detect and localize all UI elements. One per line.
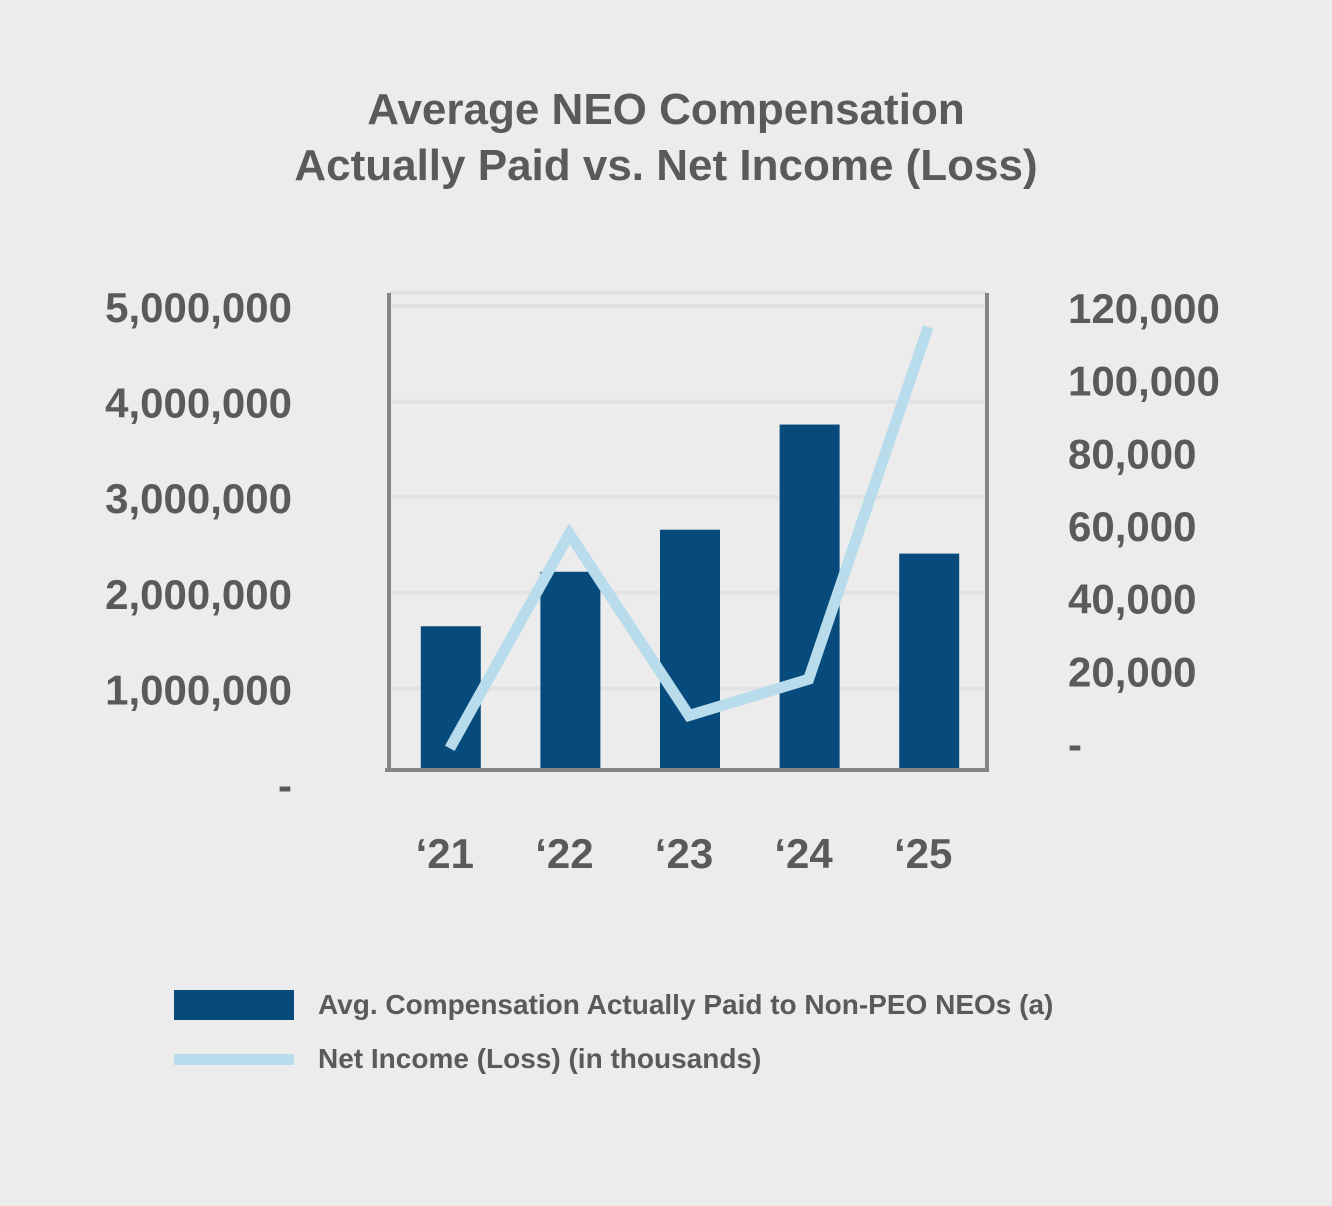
left-axis-ticks: - 1,000,000 2,000,000 3,000,000 4,000,000 5,0…: [105, 284, 292, 809]
left-tick-label: 1,000,000: [105, 666, 292, 713]
legend: Avg. Compensation Actually Paid to Non-P…: [174, 985, 1053, 1093]
left-tick-label: 4,000,000: [105, 380, 292, 427]
chart-title-line-1: Average NEO Compensation: [367, 85, 965, 134]
right-tick-label: 120,000: [1068, 285, 1220, 332]
bar-4: [899, 553, 960, 770]
legend-bar-swatch: [174, 990, 294, 1020]
bar-1: [540, 571, 601, 770]
right-tick-label: 100,000: [1068, 358, 1220, 405]
line-series: [444, 325, 934, 751]
right-tick-label: 20,000: [1068, 648, 1196, 695]
legend-label-bars: Avg. Compensation Actually Paid to Non-P…: [318, 989, 1054, 1020]
left-tick-label: 5,000,000: [105, 284, 292, 331]
left-tick-label: 2,000,000: [105, 571, 292, 618]
right-tick-label: 80,000: [1068, 430, 1196, 477]
x-tick-label: ‘25: [894, 830, 952, 877]
x-axis-ticks: ‘21 ‘22 ‘23 ‘24 ‘25: [416, 830, 953, 877]
right-tick-label: -: [1068, 721, 1082, 768]
legend-item-line: Net Income (Loss) (in thousands): [174, 1039, 1053, 1079]
axes: [385, 293, 989, 772]
right-tick-label: 40,000: [1068, 576, 1196, 623]
x-tick-label: ‘21: [416, 830, 474, 877]
left-tick-label: 3,000,000: [105, 475, 292, 522]
right-tick-label: 60,000: [1068, 503, 1196, 550]
legend-line-swatch: [174, 1053, 294, 1065]
bar-3: [779, 424, 840, 770]
chart-title: Average NEO Compensation Actually Paid v…: [0, 82, 1332, 194]
x-tick-label: ‘22: [535, 830, 593, 877]
legend-item-bars: Avg. Compensation Actually Paid to Non-P…: [174, 985, 1053, 1025]
chart-title-line-2: Actually Paid vs. Net Income (Loss): [294, 141, 1038, 190]
right-axis-ticks: - 20,000 40,000 60,000 80,000 100,000 120,000: [1068, 285, 1220, 768]
bar-2: [660, 529, 720, 770]
x-tick-label: ‘24: [774, 830, 833, 877]
x-tick-label: ‘23: [655, 830, 713, 877]
left-tick-label: -: [278, 762, 292, 809]
legend-label-line: Net Income (Loss) (in thousands): [318, 1043, 762, 1074]
